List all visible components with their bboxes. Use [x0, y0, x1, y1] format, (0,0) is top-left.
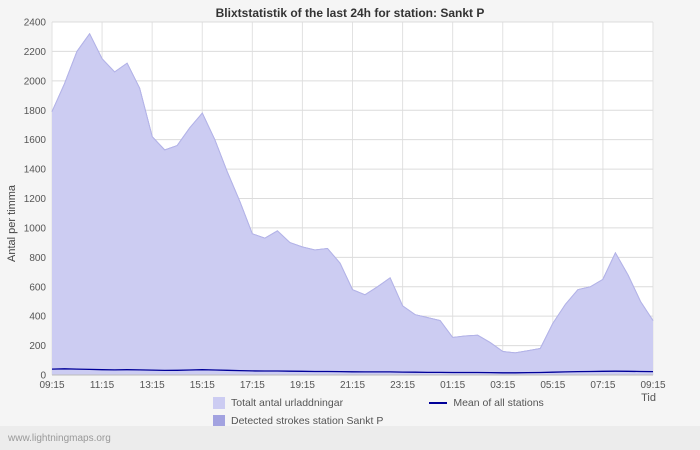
- x-axis-label: Tid: [641, 392, 656, 404]
- y-tick-label: 1800: [24, 106, 47, 117]
- legend: Totalt antal urladdningar Detected strok…: [213, 396, 544, 427]
- legend-item-mean: Mean of all stations: [429, 396, 544, 409]
- y-tick-label: 0: [40, 371, 46, 382]
- x-tick-label: 11:15: [90, 380, 115, 391]
- x-tick-label: 23:15: [390, 380, 415, 391]
- x-tick-label: 19:15: [290, 380, 315, 391]
- y-tick-label: 600: [29, 282, 46, 293]
- y-axis-label: Antal per timma: [6, 184, 18, 262]
- legend-label-total: Totalt antal urladdningar: [231, 396, 344, 409]
- x-tick-label: 09:15: [39, 380, 64, 391]
- chart-title: Blixtstatistik of the last 24h for stati…: [215, 6, 485, 20]
- y-tick-label: 2400: [24, 18, 47, 29]
- footer-band: [0, 426, 700, 450]
- watermark-link[interactable]: www.lightningmaps.org: [8, 433, 111, 444]
- x-tick-label: 15:15: [190, 380, 215, 391]
- y-tick-label: 800: [29, 253, 46, 264]
- legend-column-left: Totalt antal urladdningar Detected strok…: [213, 396, 383, 427]
- legend-label-detected: Detected strokes station Sankt P: [231, 414, 384, 427]
- legend-item-total: Totalt antal urladdningar: [213, 396, 383, 409]
- mean-line: [51, 368, 654, 374]
- legend-swatch-total: [213, 396, 225, 409]
- y-tick-label: 1000: [24, 223, 47, 234]
- x-tick-label: 07:15: [590, 380, 615, 391]
- area-outline: [51, 32, 654, 354]
- area-series: [52, 33, 653, 376]
- x-tick-label: 01:15: [440, 380, 465, 391]
- legend-swatch-detected: [213, 414, 225, 427]
- x-tick-label: 09:15: [640, 380, 665, 391]
- y-tick-label: 2000: [24, 76, 47, 87]
- x-tick-label: 13:15: [140, 380, 165, 391]
- x-tick-label: 17:15: [240, 380, 265, 391]
- y-tick-label: 200: [29, 341, 46, 352]
- x-tick-label: 03:15: [490, 380, 515, 391]
- legend-label-mean: Mean of all stations: [453, 396, 544, 409]
- x-tick-label: 05:15: [540, 380, 565, 391]
- y-tick-label: 1600: [24, 135, 47, 146]
- y-tick-label: 1200: [24, 194, 47, 205]
- y-tick-label: 400: [29, 312, 46, 323]
- x-tick-label: 21:15: [340, 380, 365, 391]
- y-tick-label: 1400: [24, 165, 47, 176]
- legend-item-detected: Detected strokes station Sankt P: [213, 414, 383, 427]
- y-tick-label: 2200: [24, 47, 47, 58]
- legend-swatch-mean-line: [429, 401, 448, 404]
- legend-column-right: Mean of all stations: [429, 396, 544, 427]
